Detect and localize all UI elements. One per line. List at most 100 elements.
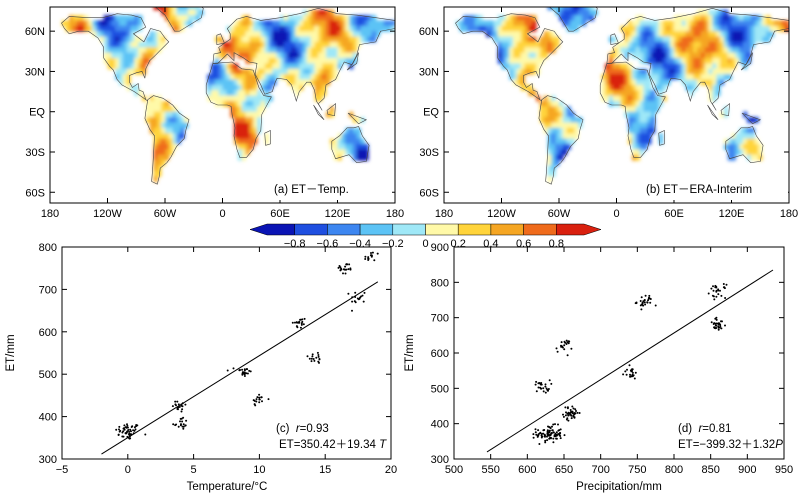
map-cell: [234, 84, 239, 91]
map-cell: [333, 20, 339, 27]
map-b-lon-ticks: 180 120W 60W 0 60E 120E 180: [435, 7, 798, 220]
map-cell: [631, 79, 637, 86]
map-cell: [130, 36, 135, 43]
map-cell: [727, 20, 733, 27]
map-cell: [635, 95, 641, 102]
map-cell: [172, 106, 178, 113]
map-cell: [126, 74, 132, 81]
scatter-point: [295, 321, 298, 324]
map-cell: [241, 122, 247, 129]
map-cell: [693, 63, 698, 70]
map-cell: [299, 52, 304, 59]
scatter-point: [576, 411, 579, 414]
map-cell: [574, 7, 579, 11]
map-cell: [727, 52, 733, 59]
map-cell: [704, 68, 710, 75]
map-cell: [693, 41, 698, 48]
map-cell: [153, 47, 158, 54]
map-cell: [356, 25, 362, 32]
map-cell: [562, 106, 568, 113]
map-cell: [708, 47, 713, 54]
map-cell: [96, 20, 101, 27]
map-a-field: [61, 7, 395, 185]
map-cell: [257, 106, 262, 113]
map-cell: [735, 31, 740, 38]
map-cell: [368, 36, 373, 43]
map-cell: [509, 25, 514, 32]
map-cell: [539, 47, 545, 54]
scatter-point: [130, 430, 132, 433]
map-cell: [241, 68, 247, 75]
map-cell: [612, 101, 618, 107]
map-cell: [153, 95, 158, 102]
map-cell: [264, 31, 270, 38]
map-cell: [126, 47, 132, 54]
scatter-point: [544, 383, 547, 386]
map-cell: [310, 41, 316, 48]
map-cell: [276, 68, 281, 75]
map-cell: [92, 25, 97, 32]
scatter-point: [181, 425, 184, 428]
map-cell: [651, 122, 656, 129]
map-cell: [570, 15, 575, 22]
scatter-point: [719, 289, 721, 292]
scatter-point: [640, 308, 643, 311]
map-cell: [222, 68, 227, 75]
map-cell: [295, 25, 300, 32]
scatter-point: [176, 400, 179, 403]
map-cell: [666, 47, 671, 54]
map-cell: [268, 79, 273, 86]
map-cell: [524, 58, 529, 64]
map-cell: [299, 36, 304, 43]
scatter-point: [578, 412, 581, 414]
map-cell: [318, 9, 323, 16]
map-cell: [329, 74, 335, 81]
map-cell: [601, 74, 606, 81]
map-cell: [704, 31, 710, 38]
map-cell: [639, 117, 644, 124]
map-cell: [677, 47, 683, 54]
map-cell: [574, 9, 579, 16]
map-cell: [681, 79, 687, 86]
map-cell: [716, 90, 721, 97]
map-cell: [651, 63, 656, 70]
map-cell: [681, 58, 687, 64]
map-cell: [130, 84, 135, 91]
map-cell: [145, 41, 151, 48]
map-cell: [234, 74, 239, 81]
map-cell: [318, 63, 323, 70]
map-cell: [647, 117, 652, 124]
map-cell: [520, 47, 526, 54]
scatter-point: [566, 341, 569, 344]
scatter-point: [349, 267, 352, 270]
map-cell: [360, 20, 365, 27]
scatter-point: [562, 413, 564, 416]
y-tick-label: 500: [39, 369, 57, 381]
map-cell: [176, 133, 181, 140]
map-cell: [218, 101, 224, 107]
scatter-d-frame: [453, 246, 785, 460]
map-cell: [716, 41, 721, 48]
coastline: [741, 112, 762, 125]
map-cell: [723, 74, 729, 81]
map-cell: [612, 95, 618, 102]
map-cell: [743, 47, 748, 54]
map-cell: [165, 122, 170, 129]
map-cell: [559, 154, 564, 161]
map-cell: [654, 47, 660, 54]
map-cell: [651, 36, 656, 43]
map-cell: [306, 52, 312, 59]
scatter-point: [136, 424, 139, 427]
map-cell: [624, 79, 629, 86]
map-cell: [643, 122, 648, 129]
map-cell: [237, 52, 243, 59]
map-cell: [291, 52, 296, 59]
scatter-point: [717, 288, 720, 291]
map-cell: [360, 138, 365, 145]
map-cell: [333, 149, 339, 156]
map-cell: [134, 20, 139, 27]
map-cell: [153, 170, 158, 177]
map-cell: [712, 90, 717, 97]
map-cell: [142, 47, 147, 54]
map-cell: [230, 31, 235, 38]
